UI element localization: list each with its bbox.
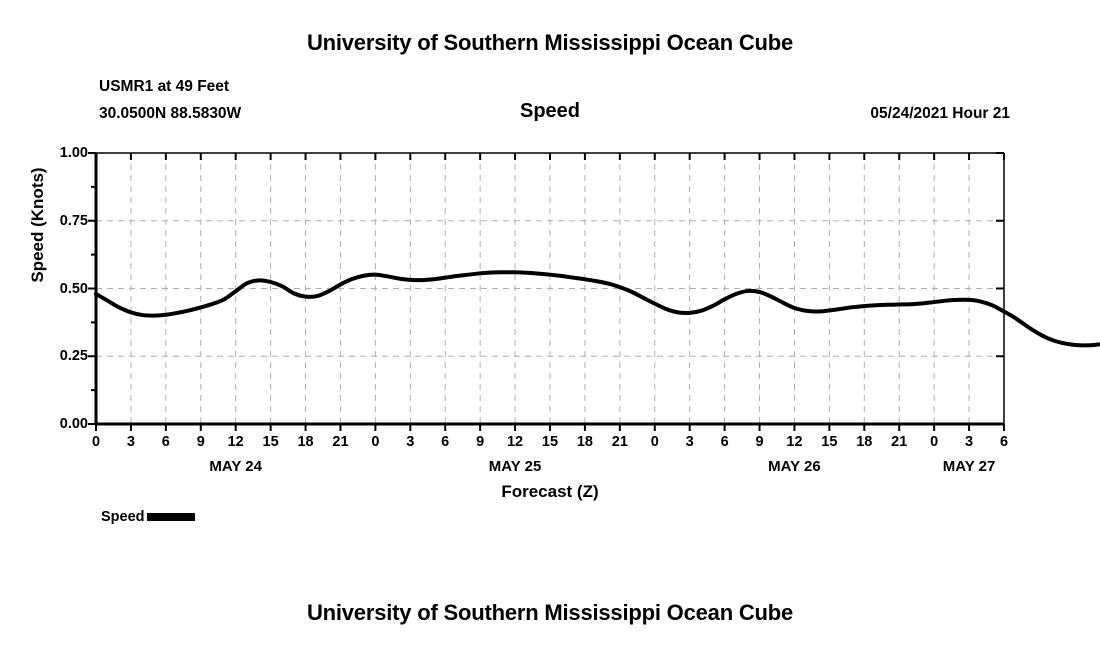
x-tick-label: 21	[611, 434, 628, 450]
x-tick-label: 3	[965, 434, 974, 450]
x-tick-label: 0	[650, 434, 659, 450]
plot-title: Speed	[519, 100, 581, 122]
x-tick-label: 0	[91, 434, 101, 450]
x-axis-day-label: MAY 26	[768, 458, 821, 475]
x-tick-label: 15	[541, 434, 559, 450]
x-axis-day-label: MAY 24	[209, 458, 262, 475]
x-tick-label: 3	[685, 434, 694, 450]
x-tick-label: 6	[999, 434, 1009, 450]
x-tick-label: 12	[506, 434, 524, 450]
x-axis-label: Forecast (Z)	[501, 482, 599, 501]
station-coordinates: 30.0500N 88.5830W	[99, 105, 242, 122]
x-tick-label: 3	[126, 434, 135, 450]
y-tick-label: 0.50	[59, 280, 88, 297]
x-tick-label: 0	[371, 434, 380, 450]
x-tick-label: 15	[821, 434, 838, 450]
x-axis-day-label: MAY 25	[488, 458, 542, 475]
y-tick-label: 0.75	[59, 212, 88, 229]
y-axis-ticks: 0.00 0.25 0.50 0.75 1.00	[26, 0, 88, 650]
x-tick-label: 9	[476, 434, 485, 450]
x-tick-label: 15	[262, 434, 279, 450]
y-tick-label: 0.00	[59, 416, 88, 432]
legend-swatch-speed	[146, 513, 195, 521]
x-tick-label: 6	[720, 434, 729, 450]
x-tick-label: 18	[297, 434, 314, 450]
x-tick-label: 9	[755, 434, 764, 450]
forecast-timestamp: 05/24/2021 Hour 21	[870, 105, 1010, 122]
x-tick-label: 12	[227, 434, 244, 450]
y-tick-label: 0.25	[59, 348, 88, 365]
x-tick-label: 6	[441, 434, 450, 450]
footer-title: University of Southern Mississippi Ocean…	[306, 600, 794, 625]
x-tick-label: 21	[332, 434, 349, 450]
page-title: University of Southern Mississippi Ocean…	[306, 30, 794, 55]
x-tick-label: 0	[930, 434, 939, 450]
station-name: USMR1 at 49 Feet	[99, 78, 230, 95]
x-axis-day-label: MAY 27	[942, 458, 996, 475]
x-tick-label: 18	[856, 434, 873, 450]
legend-label-speed: Speed	[101, 509, 145, 525]
legend: Speed	[101, 509, 195, 525]
x-tick-label: 6	[161, 434, 170, 450]
x-tick-label: 12	[786, 434, 803, 450]
y-tick-label: 1.00	[59, 145, 88, 161]
x-tick-label: 21	[891, 434, 908, 450]
x-tick-label: 18	[576, 434, 593, 450]
x-tick-label: 3	[406, 434, 415, 450]
x-tick-label: 9	[196, 434, 205, 450]
